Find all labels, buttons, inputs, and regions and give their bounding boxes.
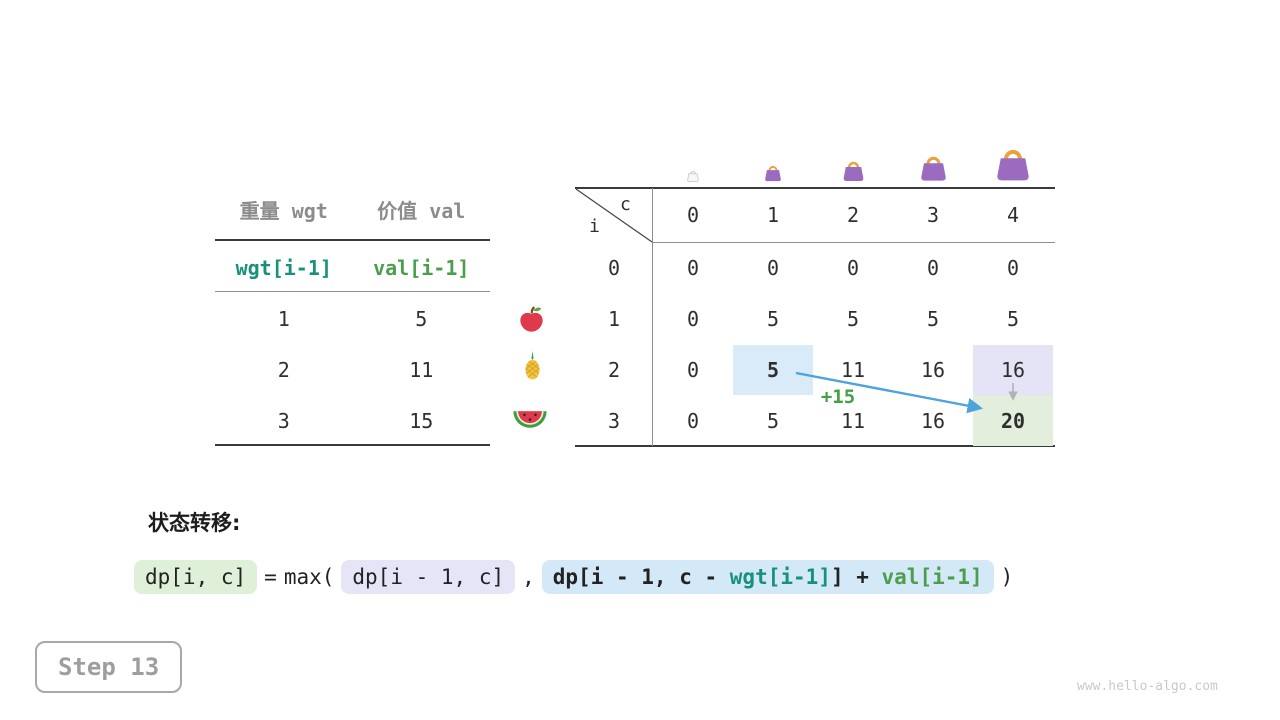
watermark: www.hello-algo.com bbox=[1077, 679, 1218, 694]
formula-dp-chip: dp[i, c] bbox=[134, 560, 258, 594]
items-table-row: 2 11 bbox=[215, 355, 490, 385]
item-value: 11 bbox=[409, 358, 434, 382]
items-table-row: 3 15 bbox=[215, 406, 490, 436]
dp-col-header: 1 bbox=[766, 203, 780, 227]
dp-cell: 5 bbox=[766, 307, 780, 332]
dp-row-header: 3 bbox=[607, 408, 621, 433]
dp-cell: 0 bbox=[686, 408, 700, 433]
items-subheader-wgt: wgt[i-1] bbox=[235, 256, 332, 280]
dp-cell: 5 bbox=[766, 408, 780, 433]
dp-corner-row-label: i bbox=[589, 216, 600, 237]
dp-cell: 0 bbox=[766, 256, 780, 281]
dp-cell: 16 bbox=[920, 408, 946, 433]
state-transition-formula: dp[i, c] = max( dp[i - 1, c] , dp[i - 1,… bbox=[134, 560, 1013, 594]
dp-cell: 5 bbox=[846, 307, 860, 332]
dp-row-headers: 0 1 2 3 bbox=[575, 243, 653, 446]
capacity-bags-row bbox=[653, 130, 1053, 182]
dp-corner-col-label: c bbox=[620, 194, 631, 215]
formula-arg2-chip: dp[i - 1, c - wgt[i-1]] + val[i-1] bbox=[541, 560, 994, 594]
transition-annotation: +15 bbox=[820, 386, 856, 408]
dp-cell: 11 bbox=[840, 408, 866, 433]
bag-icon-capacity-3 bbox=[893, 130, 973, 182]
step-badge: Step 13 bbox=[35, 641, 183, 693]
dp-row-header: 0 bbox=[607, 256, 621, 281]
dp-cell: 5 bbox=[1006, 307, 1020, 332]
items-table-top-rule bbox=[215, 239, 490, 241]
dp-cell: 0 bbox=[686, 307, 700, 332]
dp-cell: 0 bbox=[1006, 256, 1020, 281]
dp-col-header: 4 bbox=[1006, 203, 1020, 227]
dp-cell: 0 bbox=[686, 357, 700, 382]
watermelon-icon bbox=[510, 409, 550, 430]
corner-diagonal-line bbox=[575, 188, 653, 243]
dp-table-vertical-rule bbox=[652, 188, 653, 446]
dp-table-bottom-rule bbox=[575, 445, 1055, 447]
formula-arg2-mid: ] + bbox=[830, 565, 882, 589]
formula-equals: = bbox=[264, 565, 277, 589]
items-table-subheader: wgt[i-1] val[i-1] bbox=[215, 253, 490, 283]
dp-cell: 0 bbox=[926, 256, 940, 281]
items-subheader-val: val[i-1] bbox=[373, 256, 470, 280]
bag-icon-capacity-2 bbox=[813, 130, 893, 182]
dp-col-headers: 0 1 2 3 4 bbox=[653, 188, 1053, 242]
item-value: 5 bbox=[415, 307, 428, 331]
item-weight: 2 bbox=[277, 358, 290, 382]
item-value: 15 bbox=[409, 409, 434, 433]
item-weight: 3 bbox=[277, 409, 290, 433]
dp-cell: 0 bbox=[846, 256, 860, 281]
dp-row-header: 2 bbox=[607, 357, 621, 382]
items-header-value: 价值 val bbox=[377, 199, 466, 223]
bag-icon-capacity-0 bbox=[653, 130, 733, 182]
items-table-mid-rule bbox=[215, 291, 490, 292]
dp-cell: 5 bbox=[926, 307, 940, 332]
dp-col-header: 0 bbox=[686, 203, 700, 227]
bag-icon-capacity-1 bbox=[733, 130, 813, 182]
formula-arg2-prefix: dp[i - 1, c - bbox=[552, 565, 730, 589]
items-table-row: 1 5 bbox=[215, 304, 490, 334]
apple-icon bbox=[511, 303, 551, 334]
pineapple-icon bbox=[512, 350, 552, 381]
formula-arg2-wgt: wgt[i-1] bbox=[729, 565, 831, 589]
dp-cell: 16 bbox=[920, 357, 946, 382]
dp-table-top-rule bbox=[575, 187, 1055, 189]
items-table-header: 重量 wgt 价值 val bbox=[215, 196, 490, 226]
formula-comma: , bbox=[522, 565, 535, 589]
dp-cell-result-highlight: 20 bbox=[973, 395, 1053, 446]
dp-table-header-rule bbox=[653, 242, 1055, 243]
dp-row-header: 1 bbox=[607, 307, 621, 332]
formula-close-paren: ) bbox=[1000, 565, 1014, 589]
dp-cell: 0 bbox=[686, 256, 700, 281]
dp-col-header: 2 bbox=[846, 203, 860, 227]
items-table-bottom-rule bbox=[215, 444, 490, 446]
dp-cell-source-highlight: 5 bbox=[733, 344, 813, 396]
item-weight: 1 bbox=[277, 307, 290, 331]
items-header-weight: 重量 wgt bbox=[239, 199, 328, 223]
formula-arg2-val: val[i-1] bbox=[881, 565, 983, 589]
formula-arg1-chip: dp[i - 1, c] bbox=[341, 560, 516, 594]
dp-cell-compare-highlight: 16 bbox=[973, 344, 1053, 396]
state-transition-title: 状态转移: bbox=[148, 511, 241, 535]
bag-icon-capacity-4 bbox=[973, 130, 1053, 182]
formula-max-open: max( bbox=[283, 565, 335, 589]
dp-cells-grid: 0 0 0 0 0 0 5 5 5 5 0 5 11 16 16 0 5 11 … bbox=[653, 243, 1053, 446]
dp-col-header: 3 bbox=[926, 203, 940, 227]
